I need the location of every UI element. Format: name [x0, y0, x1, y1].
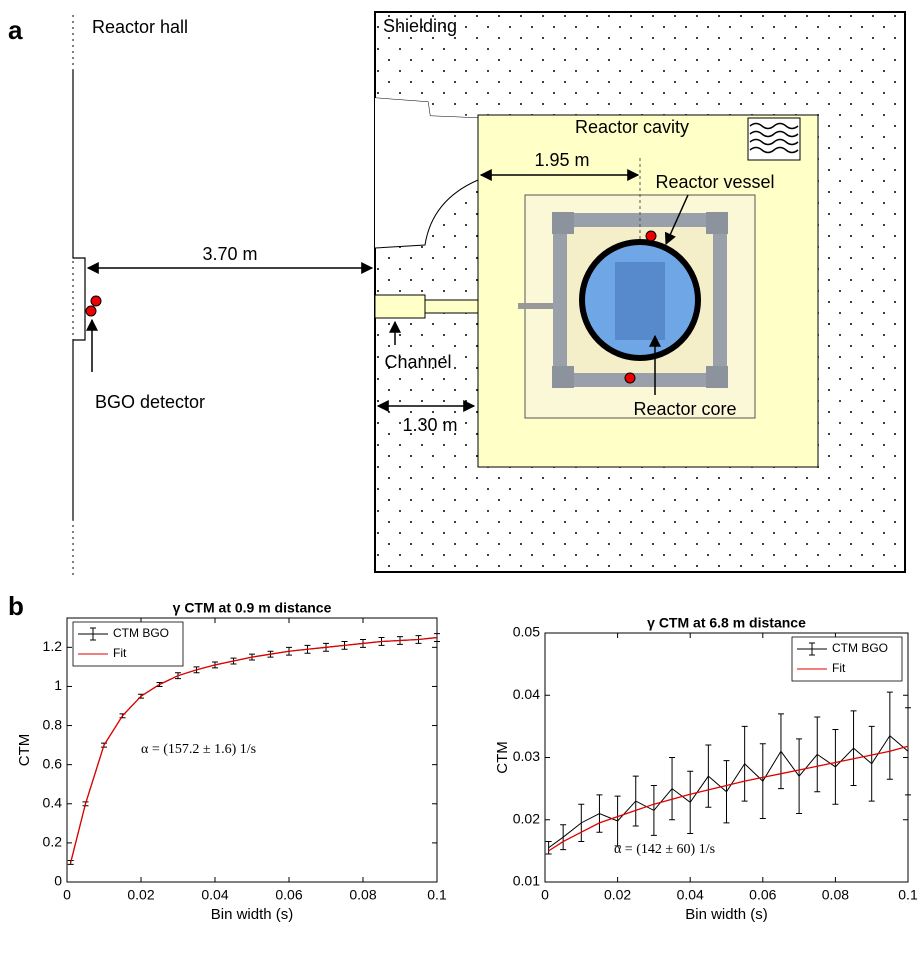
- x-axis-label: Bin width (s): [685, 906, 768, 923]
- label: 3.70 m: [202, 244, 257, 264]
- x-tick-label: 0.08: [822, 887, 849, 903]
- channel: [424, 299, 479, 314]
- y-tick-label: 0.03: [513, 748, 540, 764]
- y-axis-label: CTM: [494, 741, 511, 774]
- x-axis-label: Bin width (s): [211, 906, 294, 923]
- x-tick-label: 0.04: [201, 887, 228, 903]
- chart: 0 0.02 0.04 0.06 0.08 0.1 0.01 0.02 0.03 0.04 0.05…: [494, 615, 918, 923]
- chart: 0 0.02 0.04 0.06 0.08 0.1 0 0.2 0.4 0.6 0.8 1 1.2 γ C…: [16, 600, 447, 923]
- label: 1.95 m: [534, 150, 589, 170]
- y-tick-label: 0.6: [43, 755, 63, 771]
- legend: [791, 636, 903, 682]
- x-tick-label: 0.02: [604, 887, 631, 903]
- label: Reactor vessel: [655, 172, 774, 192]
- frame-corner: [706, 366, 728, 388]
- x-tick-label: 0: [63, 887, 71, 903]
- reactor-core: [615, 262, 665, 340]
- y-tick-label: 0.01: [513, 873, 540, 889]
- frame-corner: [706, 212, 728, 234]
- hall-recess-edge: [374, 179, 479, 249]
- data-line: [548, 734, 909, 849]
- label: Reactor cavity: [575, 117, 689, 137]
- hall-recess-fill: [375, 98, 478, 248]
- y-tick-label: 1: [54, 677, 62, 693]
- y-tick-label: 0.2: [43, 834, 63, 850]
- y-tick-label: 0.02: [513, 810, 540, 826]
- frame-corner: [552, 366, 574, 388]
- x-tick-label: 0.08: [349, 887, 376, 903]
- label: BGO detector: [95, 392, 205, 412]
- x-tick-label: 0.1: [427, 887, 447, 903]
- rod: [518, 303, 553, 309]
- y-tick-label: 0: [54, 873, 62, 889]
- chart-title: γ CTM at 6.8 m distance: [647, 615, 806, 631]
- fit-line: [70, 636, 438, 863]
- annotation: α = (157.2 ± 1.6) 1/s: [141, 742, 256, 757]
- x-tick-label: 0.06: [275, 887, 302, 903]
- hall-wall: [72, 70, 86, 520]
- legend-label: Fit: [832, 661, 846, 675]
- detector-dot: [90, 295, 102, 307]
- y-tick-label: 1.2: [43, 638, 63, 654]
- y-axis-label: CTM: [16, 734, 33, 767]
- y-tick-label: 0.04: [513, 686, 540, 702]
- detector-dot: [624, 372, 636, 384]
- diagram: a Reactor hall Shielding Reactor cavity …: [8, 11, 906, 621]
- detector-dot: [645, 230, 657, 242]
- y-tick-label: 0.4: [43, 794, 63, 810]
- annotation: α = (142 ± 60) 1/s: [614, 842, 715, 857]
- x-tick-label: 0.04: [677, 887, 704, 903]
- label: Shielding: [383, 16, 457, 36]
- y-tick-label: 0.8: [43, 716, 63, 732]
- fit-line: [548, 745, 909, 852]
- label: Reactor hall: [92, 17, 188, 37]
- pointer: [664, 194, 689, 246]
- legend: [72, 621, 184, 667]
- detector-dot: [85, 305, 97, 317]
- panel-label: b: [8, 591, 24, 621]
- frame-corner: [552, 212, 574, 234]
- error-bar: [434, 633, 440, 642]
- x-tick-label: 0.1: [898, 887, 918, 903]
- legend-swatch: [90, 627, 96, 641]
- legend-label: CTM BGO: [113, 626, 169, 640]
- channel: [374, 294, 426, 319]
- legend-swatch: [809, 642, 815, 656]
- legend-label: Fit: [113, 646, 127, 660]
- chart-title: γ CTM at 0.9 m distance: [173, 600, 332, 616]
- x-tick-label: 0.06: [749, 887, 776, 903]
- y-tick-label: 0.05: [513, 624, 540, 640]
- label: Reactor core: [633, 399, 736, 419]
- label: Channel: [384, 352, 451, 372]
- legend-label: CTM BGO: [832, 641, 888, 655]
- x-tick-label: 0.02: [127, 887, 154, 903]
- hatch: [749, 122, 799, 154]
- panel-label: a: [8, 15, 23, 45]
- label: 1.30 m: [402, 415, 457, 435]
- x-tick-label: 0: [541, 887, 549, 903]
